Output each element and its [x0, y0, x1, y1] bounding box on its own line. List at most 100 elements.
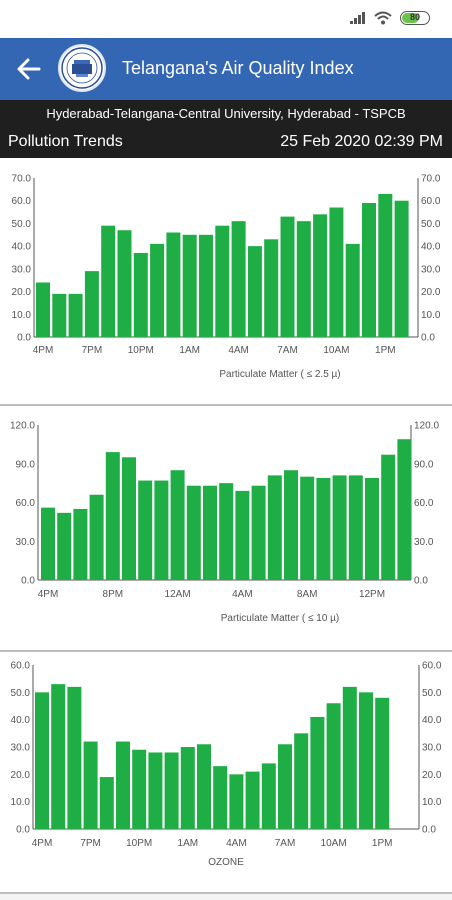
- pm10-bar[interactable]: [251, 485, 266, 580]
- pm25-bar[interactable]: [182, 234, 197, 337]
- app-bar: Telangana's Air Quality Index: [0, 38, 452, 100]
- pm25-bar[interactable]: [313, 214, 328, 337]
- pm25-bar[interactable]: [166, 232, 181, 337]
- pm25-bar[interactable]: [264, 239, 279, 337]
- ozone-y-tick-left: 60.0: [11, 661, 31, 672]
- pm25-y-tick-left: 0.0: [17, 333, 31, 344]
- ozone-bar[interactable]: [213, 766, 228, 829]
- pm10-x-tick: 8AM: [297, 589, 318, 600]
- ozone-x-tick: 7PM: [80, 838, 101, 849]
- ozone-bar[interactable]: [261, 763, 276, 829]
- ozone-bar[interactable]: [180, 747, 195, 829]
- pm25-y-tick-right: 40.0: [421, 242, 441, 253]
- ozone-bar[interactable]: [148, 752, 163, 829]
- pm25-bar[interactable]: [362, 202, 376, 337]
- pm25-bar[interactable]: [329, 207, 344, 337]
- status-icons: 80: [350, 11, 430, 25]
- pm25-x-tick: 10PM: [128, 345, 154, 356]
- ozone-x-tick: 1AM: [178, 838, 199, 849]
- pm10-bar[interactable]: [397, 439, 412, 580]
- ozone-bar[interactable]: [278, 744, 292, 829]
- pm25-bar[interactable]: [215, 225, 230, 337]
- pm25-y-tick-left: 20.0: [12, 287, 32, 298]
- pm10-bar[interactable]: [138, 480, 153, 580]
- pm25-bar[interactable]: [84, 271, 99, 337]
- ozone-y-tick-right: 50.0: [422, 688, 442, 699]
- ozone-y-tick-right: 20.0: [422, 770, 442, 781]
- ozone-bar[interactable]: [51, 684, 66, 829]
- ozone-bar[interactable]: [35, 692, 49, 829]
- ozone-y-tick-left: 0.0: [16, 825, 30, 836]
- pm25-bar[interactable]: [345, 243, 360, 337]
- pm10-bar[interactable]: [284, 470, 298, 580]
- pm10-bar[interactable]: [365, 477, 379, 580]
- ozone-bar[interactable]: [359, 692, 373, 829]
- ozone-bar[interactable]: [342, 686, 357, 829]
- pm25-x-tick: 4AM: [228, 345, 249, 356]
- pm10-bar[interactable]: [267, 475, 282, 580]
- ozone-x-tick: 1PM: [372, 838, 393, 849]
- ozone-chart: 0.0 0.0 10.0 10.0 20.0 20.0 30.0 30.0 40.0 40.0 50…: [11, 661, 442, 869]
- pm25-bar[interactable]: [247, 246, 262, 337]
- pm10-bar[interactable]: [219, 483, 234, 580]
- pm25-bar[interactable]: [231, 221, 246, 337]
- ozone-bar[interactable]: [310, 716, 325, 829]
- pm25-bar[interactable]: [296, 221, 311, 337]
- pm10-y-tick-left: 60.0: [16, 498, 36, 509]
- pm25-bar[interactable]: [378, 193, 393, 337]
- battery-level: 80: [409, 12, 420, 22]
- pm25-chart: 0.0 0.0 10.0 10.0 20.0 20.0 30.0 30.0 40.0 40.0 50…: [12, 174, 441, 381]
- pm10-bar[interactable]: [57, 512, 72, 580]
- pm25-bar[interactable]: [68, 293, 83, 337]
- pm25-y-tick-right: 0.0: [421, 333, 435, 344]
- pm10-bar[interactable]: [235, 490, 250, 580]
- ozone-bar[interactable]: [375, 697, 390, 829]
- pm10-bar[interactable]: [73, 508, 88, 580]
- ozone-bar[interactable]: [116, 741, 130, 829]
- pm10-y-tick-left: 30.0: [16, 537, 36, 548]
- ozone-bar[interactable]: [99, 777, 114, 829]
- trends-timestamp: 25 Feb 2020 02:39 PM: [280, 133, 443, 150]
- ozone-bar[interactable]: [197, 744, 211, 829]
- pm10-bar[interactable]: [170, 470, 185, 580]
- pm25-bar[interactable]: [199, 234, 213, 337]
- pm10-bar[interactable]: [381, 454, 396, 580]
- pm10-bar[interactable]: [154, 480, 169, 580]
- ozone-bar[interactable]: [294, 733, 309, 829]
- ozone-bar[interactable]: [164, 752, 179, 829]
- pm10-bar[interactable]: [316, 477, 331, 580]
- ozone-bar[interactable]: [132, 749, 147, 829]
- ozone-bar[interactable]: [245, 771, 260, 829]
- pm10-bar[interactable]: [122, 457, 136, 580]
- pm10-chart-card: 0.0 0.0 30.0 30.0 60.0 60.0 90.0 90.0 120.0 120.0…: [0, 406, 452, 652]
- pm10-bar[interactable]: [89, 494, 104, 580]
- pm25-bar[interactable]: [36, 282, 50, 337]
- pm10-bar[interactable]: [332, 475, 347, 580]
- pm10-bar[interactable]: [348, 475, 363, 580]
- ozone-bar[interactable]: [67, 686, 82, 829]
- pm10-bar[interactable]: [105, 452, 120, 580]
- battery-icon: 80: [400, 11, 430, 25]
- pm10-bar[interactable]: [186, 485, 201, 580]
- pm25-bar[interactable]: [280, 216, 295, 337]
- arrow-left-icon[interactable]: [14, 54, 44, 84]
- pm25-bar[interactable]: [52, 293, 67, 337]
- bottom-edge: [0, 894, 452, 900]
- pm25-bar[interactable]: [101, 225, 116, 337]
- pm25-y-tick-left: 50.0: [12, 219, 32, 230]
- pm25-bar[interactable]: [117, 230, 132, 337]
- ozone-bar[interactable]: [229, 774, 244, 829]
- pm10-bar[interactable]: [300, 476, 315, 580]
- pm25-x-tick: 7AM: [277, 345, 298, 356]
- pm25-y-tick-left: 10.0: [12, 310, 32, 321]
- pm25-bar[interactable]: [133, 252, 148, 337]
- pm10-y-tick-right: 30.0: [414, 537, 434, 548]
- pm10-x-tick: 8PM: [103, 589, 124, 600]
- ozone-y-tick-right: 0.0: [422, 825, 436, 836]
- pm10-bar[interactable]: [203, 485, 217, 580]
- pm25-bar[interactable]: [394, 200, 409, 337]
- ozone-bar[interactable]: [83, 741, 98, 829]
- pm25-bar[interactable]: [150, 243, 165, 337]
- ozone-bar[interactable]: [326, 703, 341, 829]
- pm10-bar[interactable]: [41, 507, 55, 580]
